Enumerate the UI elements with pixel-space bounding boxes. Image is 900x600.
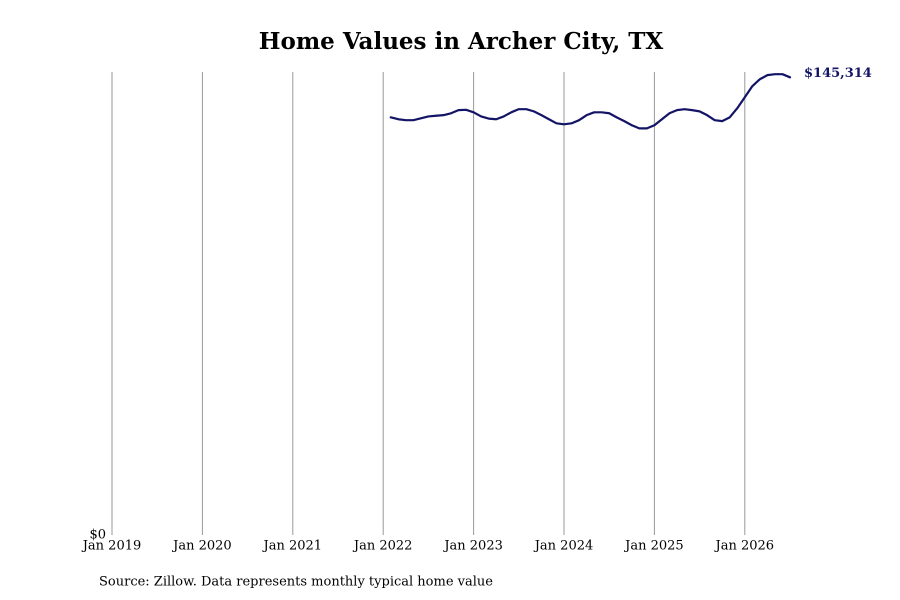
chart-title: Home Values in Archer City, TX xyxy=(259,28,664,55)
x-tick-label: Jan 2024 xyxy=(533,539,594,554)
x-tick-label: Jan 2023 xyxy=(442,539,503,554)
source-note: Source: Zillow. Data represents monthly … xyxy=(99,575,493,590)
line-series xyxy=(389,73,792,130)
end-value-label: $145,314 xyxy=(804,66,872,81)
y-tick-label: $0 xyxy=(89,528,106,543)
x-tick-label: Jan 2021 xyxy=(262,539,323,554)
x-tick-label: Jan 2026 xyxy=(714,539,775,554)
x-tick-label: Jan 2022 xyxy=(352,539,413,554)
x-tick-label: Jan 2019 xyxy=(81,539,142,554)
x-tick-label: Jan 2025 xyxy=(623,539,684,554)
x-tick-label: Jan 2020 xyxy=(171,539,232,554)
